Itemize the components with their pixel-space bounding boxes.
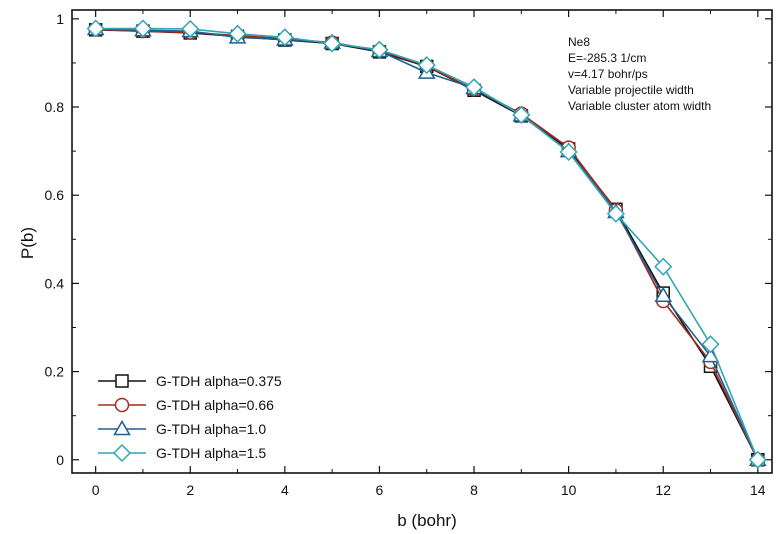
legend-item: G-TDH alpha=0.66 xyxy=(98,397,274,413)
y-tick-label: 0.6 xyxy=(45,187,65,203)
y-tick-label: 0.2 xyxy=(45,364,65,380)
data-point xyxy=(181,19,200,39)
y-tick-label: 0.4 xyxy=(45,275,65,291)
data-point xyxy=(748,450,767,469)
data-point xyxy=(512,105,531,125)
y-tick-label: 0.8 xyxy=(45,99,65,115)
data-point xyxy=(654,286,673,302)
data-point xyxy=(559,142,578,162)
x-tick-label: 4 xyxy=(281,482,289,498)
x-tick-label: 8 xyxy=(470,482,478,498)
legend-item: G-TDH alpha=1.0 xyxy=(98,419,266,437)
series-layer xyxy=(86,19,767,469)
x-tick-label: 10 xyxy=(561,482,577,498)
annotation-line: Ne8 xyxy=(568,35,590,49)
data-point xyxy=(654,257,673,276)
data-point xyxy=(86,19,105,38)
x-tick-label: 2 xyxy=(186,482,194,498)
data-point xyxy=(323,34,342,53)
annotation-line: E=-285.3 1/cm xyxy=(568,51,646,65)
x-tick-label: 0 xyxy=(92,482,100,498)
legend-marker xyxy=(113,419,131,436)
legend-label: G-TDH alpha=1.5 xyxy=(156,445,266,461)
data-point xyxy=(228,24,247,43)
annotation-line: Variable cluster atom width xyxy=(568,99,711,113)
plot-frame xyxy=(71,9,773,474)
data-point xyxy=(133,19,153,38)
series-4 xyxy=(86,19,767,469)
x-ticks: 0 2 4 6 8 10 12 14 xyxy=(92,10,766,498)
x-tick-label: 12 xyxy=(655,482,671,498)
data-point xyxy=(464,78,484,97)
y-tick-label: 1 xyxy=(56,11,64,27)
data-point xyxy=(417,56,436,75)
data-point xyxy=(370,40,389,59)
data-point xyxy=(275,28,294,47)
x-tick-label: 6 xyxy=(376,482,384,498)
legend-marker xyxy=(112,443,132,463)
y-axis-title: P(b) xyxy=(18,227,37,259)
legend-item: G-TDH alpha=1.5 xyxy=(98,443,266,463)
y-tick-label: 0 xyxy=(56,452,64,468)
data-point xyxy=(701,335,720,354)
annotation-block: Ne8 E=-285.3 1/cm v=4.17 bohr/ps Variabl… xyxy=(568,35,711,113)
annotation-line: Variable projectile width xyxy=(568,83,694,97)
legend: G-TDH alpha=0.375 G-TDH alpha=0.66 G-TDH a… xyxy=(98,373,282,463)
x-axis-title: b (bohr) xyxy=(397,511,457,530)
legend-marker xyxy=(114,397,130,413)
legend-label: G-TDH alpha=0.66 xyxy=(156,397,274,413)
legend-marker xyxy=(115,374,129,388)
data-point xyxy=(606,204,625,223)
legend-item: G-TDH alpha=0.375 xyxy=(98,373,282,389)
y-ticks: 0 0.2 0.4 0.6 0.8 1 xyxy=(45,11,772,468)
legend-label: G-TDH alpha=0.375 xyxy=(156,373,282,389)
legend-label: G-TDH alpha=1.0 xyxy=(156,421,266,437)
x-tick-label: 14 xyxy=(750,482,766,498)
annotation-line: v=4.17 bohr/ps xyxy=(568,67,648,81)
